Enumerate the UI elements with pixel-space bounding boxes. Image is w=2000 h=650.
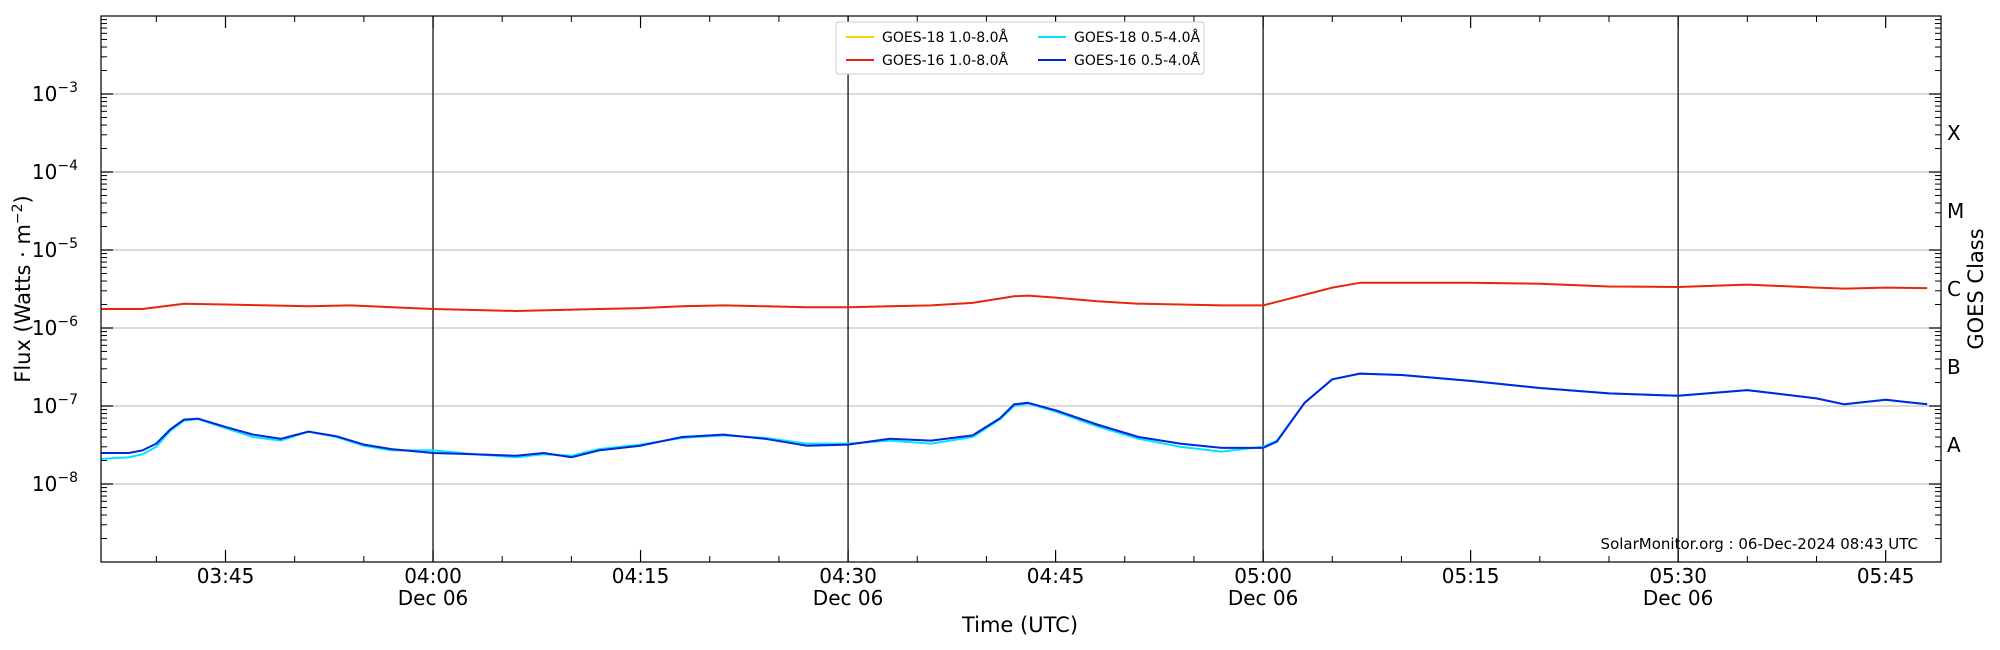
series-line-2	[101, 372, 1928, 459]
legend-entry-label: GOES-16 1.0-8.0Å	[882, 52, 1008, 69]
x-axis-title: Time (UTC)	[961, 613, 1078, 637]
x-tick-date-label: Dec 06	[1228, 586, 1299, 610]
legend-entry-label: GOES-18 0.5-4.0Å	[1074, 29, 1200, 46]
plot-frame	[100, 15, 1942, 563]
x-tick-label: 04:15	[612, 564, 670, 588]
goes-class-label-x: X	[1947, 121, 1961, 145]
y-tick-label: 10−5	[32, 236, 78, 262]
goes-class-label-a: A	[1947, 433, 1961, 457]
axes-layer	[100, 15, 1942, 563]
x-tick-date-label: Dec 06	[398, 586, 469, 610]
y-tick-label: 10−8	[32, 470, 78, 496]
x-tick-date-label: Dec 06	[1643, 586, 1714, 610]
x-tick-label: 03:45	[197, 564, 255, 588]
goes-class-label-b: B	[1947, 355, 1961, 379]
y-tick-label: 10−7	[32, 392, 78, 418]
legend-box	[835, 21, 1205, 75]
grid-layer	[101, 16, 1941, 562]
y-tick-label: 10−6	[32, 314, 78, 340]
y-tick-label: 10−4	[32, 158, 78, 184]
x-tick-label: 04:45	[1027, 564, 1085, 588]
y-tick-label: 10−3	[32, 80, 78, 106]
goes-class-axis-title: GOES Class	[1964, 228, 1988, 349]
x-tick-label: 05:30	[1649, 564, 1707, 588]
goes-class-label-m: M	[1947, 199, 1964, 223]
legend-entry-label: GOES-18 1.0-8.0Å	[882, 29, 1008, 46]
series-layer	[100, 281, 1928, 460]
x-tick-label: 04:30	[819, 564, 877, 588]
x-tick-label: 04:00	[404, 564, 462, 588]
x-tick-label: 05:45	[1857, 564, 1915, 588]
x-tick-date-label: Dec 06	[813, 586, 884, 610]
y-axis-title: Flux (Watts · m−2)	[10, 195, 35, 383]
goes-class-label-c: C	[1947, 277, 1961, 301]
x-tick-label: 05:15	[1442, 564, 1500, 588]
credit-text: SolarMonitor.org : 06-Dec-2024 08:43 UTC	[1601, 535, 1918, 553]
legend-entry-label: GOES-16 0.5-4.0Å	[1074, 52, 1200, 69]
legend: GOES-18 1.0-8.0Å GOES-18 0.5-4.0Å GOES-16 …	[835, 21, 1205, 75]
series-line-0	[101, 281, 1928, 312]
x-tick-label: 05:00	[1234, 564, 1292, 588]
